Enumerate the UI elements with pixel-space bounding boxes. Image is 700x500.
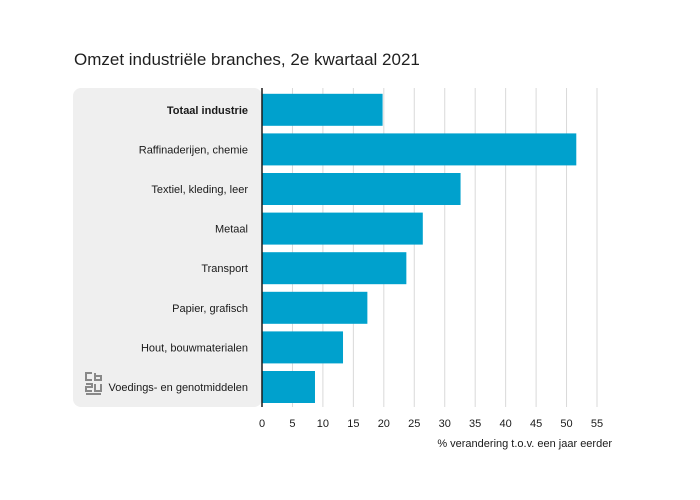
- bar: [262, 331, 344, 364]
- chart-title: Omzet industriële branches, 2e kwartaal …: [74, 50, 420, 69]
- x-tick-label: 10: [317, 418, 329, 430]
- x-tick-labels: 0 5 10 15 20 25 30 35 40 45 50 55: [259, 418, 603, 430]
- category-label: Hout, bouwmaterialen: [141, 342, 248, 354]
- x-tick-label: 50: [560, 418, 572, 430]
- x-tick-label: 0: [259, 418, 265, 430]
- bar: [262, 212, 423, 245]
- x-tick-label: 30: [439, 418, 451, 430]
- x-tick-label: 5: [289, 418, 295, 430]
- category-label: Totaal industrie: [167, 105, 248, 117]
- bar: [262, 173, 461, 205]
- bar: [262, 371, 315, 403]
- cbs-logo-icon: [85, 372, 102, 395]
- x-tick-label: 55: [591, 418, 603, 430]
- bar: [262, 252, 407, 285]
- category-label: Voedings- en genotmiddelen: [109, 382, 248, 394]
- category-labels: Totaal industrie Raffinaderijen, chemie Te…: [109, 105, 249, 394]
- bar: [262, 93, 383, 126]
- category-label: Papier, grafisch: [172, 303, 248, 315]
- category-label: Metaal: [215, 224, 248, 236]
- bars: [262, 93, 577, 403]
- x-axis-title: % verandering t.o.v. een jaar eerder: [437, 438, 612, 450]
- x-tick-label: 45: [530, 418, 542, 430]
- x-tick-label: 15: [347, 418, 359, 430]
- x-tick-label: 25: [408, 418, 420, 430]
- bar: [262, 133, 577, 166]
- category-label-panel: [73, 88, 262, 407]
- category-label: Textiel, kleding, leer: [151, 184, 248, 196]
- category-label: Transport: [201, 263, 248, 275]
- x-tick-label: 35: [469, 418, 481, 430]
- category-label: Raffinaderijen, chemie: [139, 144, 248, 156]
- x-tick-label: 40: [500, 418, 512, 430]
- x-tick-label: 20: [378, 418, 390, 430]
- bar: [262, 291, 368, 324]
